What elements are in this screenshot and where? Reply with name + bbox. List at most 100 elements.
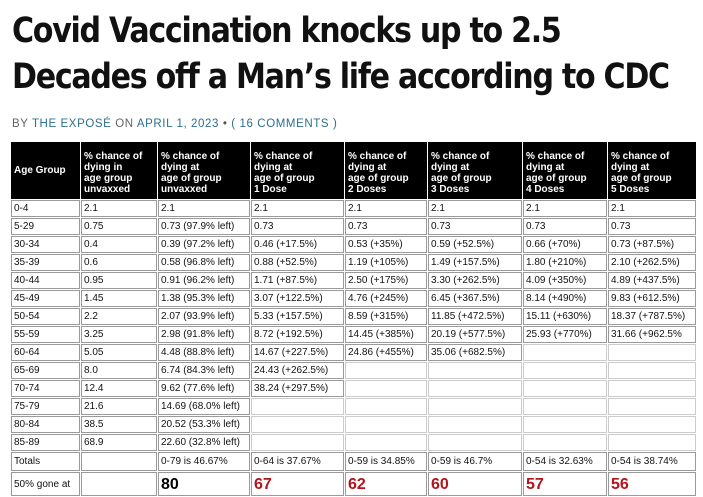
table-cell <box>608 362 696 379</box>
table-cell: 2.1 <box>345 200 427 217</box>
age-group-cell: 85-89 <box>11 434 80 451</box>
table-cell: 20.19 (+577.5%) <box>428 326 522 343</box>
totals-cell: 0-64 is 37.67% <box>251 452 344 471</box>
header-line: dying at <box>611 162 650 173</box>
age-group-cell: 75-79 <box>11 398 80 415</box>
totals-cell: 0-54 is 38.74% <box>608 452 696 471</box>
table-cell <box>523 416 607 433</box>
meta-on: ON <box>115 118 134 130</box>
half-gone-row: 50% gone at 80 67 62 60 57 56 <box>11 472 696 496</box>
table-cell <box>251 416 344 433</box>
table-cell: 0.46 (+17.5%) <box>251 236 344 253</box>
table-cell: 1.49 (+157.5%) <box>428 254 522 271</box>
header-line: 1 Dose <box>254 184 287 195</box>
table-cell <box>608 344 696 361</box>
half-gone-age: 60 <box>428 472 522 496</box>
table-cell: 12.4 <box>81 380 157 397</box>
table-cell: 1.71 (+87.5%) <box>251 272 344 289</box>
table-cell: 0.75 <box>81 218 157 235</box>
header-line: dying at <box>526 162 565 173</box>
header-line: % chance of <box>431 151 490 162</box>
title-line-1: Covid Vaccination knocks up to 2.5 <box>12 11 562 51</box>
table-cell: 5.33 (+157.5%) <box>251 308 344 325</box>
table-cell: 8.72 (+192.5%) <box>251 326 344 343</box>
table-cell <box>523 344 607 361</box>
table-cell: 0.95 <box>81 272 157 289</box>
table-cell: 6.45 (+367.5%) <box>428 290 522 307</box>
table-cell <box>523 398 607 415</box>
totals-cell: 0-79 is 46.67% <box>158 452 250 471</box>
half-gone-label: 50% gone at <box>11 472 80 496</box>
half-gone-age: 62 <box>345 472 427 496</box>
header-line: 5 Doses <box>611 184 650 195</box>
totals-label: Totals <box>11 452 80 471</box>
table-cell: 0.4 <box>81 236 157 253</box>
age-group-cell: 50-54 <box>11 308 80 325</box>
table-cell: 8.59 (+315%) <box>345 308 427 325</box>
header-col-3: % chance of dying at age of group 1 Dose <box>251 142 344 199</box>
table-cell: 8.14 (+490%) <box>523 290 607 307</box>
header-col-5: % chance of dying at age of group 3 Doses <box>428 142 522 199</box>
table-cell: 2.1 <box>81 200 157 217</box>
age-group-cell: 40-44 <box>11 272 80 289</box>
table-row: 75-79 21.6 14.69 (68.0% left) <box>11 398 696 415</box>
table-cell: 2.1 <box>428 200 522 217</box>
table-cell <box>428 434 522 451</box>
table-cell <box>428 398 522 415</box>
table-cell: 31.66 (+962.5% <box>608 326 696 343</box>
table-cell: 0.59 (+52.5%) <box>428 236 522 253</box>
table-cell <box>428 416 522 433</box>
article-meta: BY THE EXPOSÉ ON APRIL 1, 2023 • ( 16 CO… <box>12 118 337 130</box>
header-col-6: % chance of dying at age of group 4 Doses <box>523 142 607 199</box>
table-cell: 38.5 <box>81 416 157 433</box>
table-cell: 2.1 <box>158 200 250 217</box>
table-cell: 68.9 <box>81 434 157 451</box>
table-cell: 0.66 (+70%) <box>523 236 607 253</box>
article-title: Covid Vaccination knocks up to 2.5 Decad… <box>12 8 670 100</box>
author-link[interactable]: THE EXPOSÉ <box>31 118 112 130</box>
age-group-cell: 30-34 <box>11 236 80 253</box>
header-line: % chance of <box>526 151 585 162</box>
table-row: 50-54 2.2 2.07 (93.9% left) 5.33 (+157.5%) 8… <box>11 308 696 325</box>
header-line: dying at <box>254 162 293 173</box>
table-row: 45-49 1.45 1.38 (95.3% left) 3.07 (+122.5%)… <box>11 290 696 307</box>
age-group-cell: 65-69 <box>11 362 80 379</box>
table-cell: 0.73 <box>608 218 696 235</box>
date-link[interactable]: APRIL 1, 2023 <box>136 118 220 130</box>
totals-cell: 0-59 is 46.7% <box>428 452 522 471</box>
table-cell: 2.98 (91.8% left) <box>158 326 250 343</box>
header-line: age of group <box>431 173 492 184</box>
title-line-2: Decades off a Man’s life according to CD… <box>12 57 670 97</box>
header-col-7: % chance of dying at age of group 5 Doses <box>608 142 696 199</box>
header-col-1: % chance of dying in age group unvaxxed <box>81 142 157 199</box>
table-cell <box>428 362 522 379</box>
mortality-table: Age Group % chance of dying in age group unv… <box>10 141 697 497</box>
table-cell: 2.10 (+262.5%) <box>608 254 696 271</box>
table-row: 5-29 0.75 0.73 (97.9% left) 0.73 0.73 0.73 0.7… <box>11 218 696 235</box>
comments-link[interactable]: ( 16 COMMENTS ) <box>231 118 338 130</box>
table-cell: 0.39 (97.2% left) <box>158 236 250 253</box>
table-cell: 6.74 (84.3% left) <box>158 362 250 379</box>
header-line: % chance of <box>161 151 220 162</box>
header-line: unvaxxed <box>84 184 131 195</box>
table-cell: 35.06 (+682.5%) <box>428 344 522 361</box>
table-body: 0-4 2.1 2.1 2.1 2.1 2.1 2.1 2.1 5-29 0.75 0.73 (97… <box>11 200 696 496</box>
table-cell: 2.1 <box>523 200 607 217</box>
age-group-cell: 35-39 <box>11 254 80 271</box>
totals-cell: 0-59 is 34.85% <box>345 452 427 471</box>
age-group-cell: 60-64 <box>11 344 80 361</box>
table-cell: 0.91 (96.2% left) <box>158 272 250 289</box>
table-cell: 14.45 (+385%) <box>345 326 427 343</box>
table-cell: 0.53 (+35%) <box>345 236 427 253</box>
header-line: Age Group <box>14 164 66 176</box>
table-cell <box>428 380 522 397</box>
table-cell: 4.89 (+437.5%) <box>608 272 696 289</box>
data-table-container: Age Group % chance of dying in age group unv… <box>10 141 697 497</box>
table-cell: 3.30 (+262.5%) <box>428 272 522 289</box>
table-cell: 25.93 (+770%) <box>523 326 607 343</box>
half-gone-age: 67 <box>251 472 344 496</box>
table-cell: 1.19 (+105%) <box>345 254 427 271</box>
table-cell <box>251 434 344 451</box>
table-row: 0-4 2.1 2.1 2.1 2.1 2.1 2.1 2.1 <box>11 200 696 217</box>
table-row: 40-44 0.95 0.91 (96.2% left) 1.71 (+87.5%) 2… <box>11 272 696 289</box>
